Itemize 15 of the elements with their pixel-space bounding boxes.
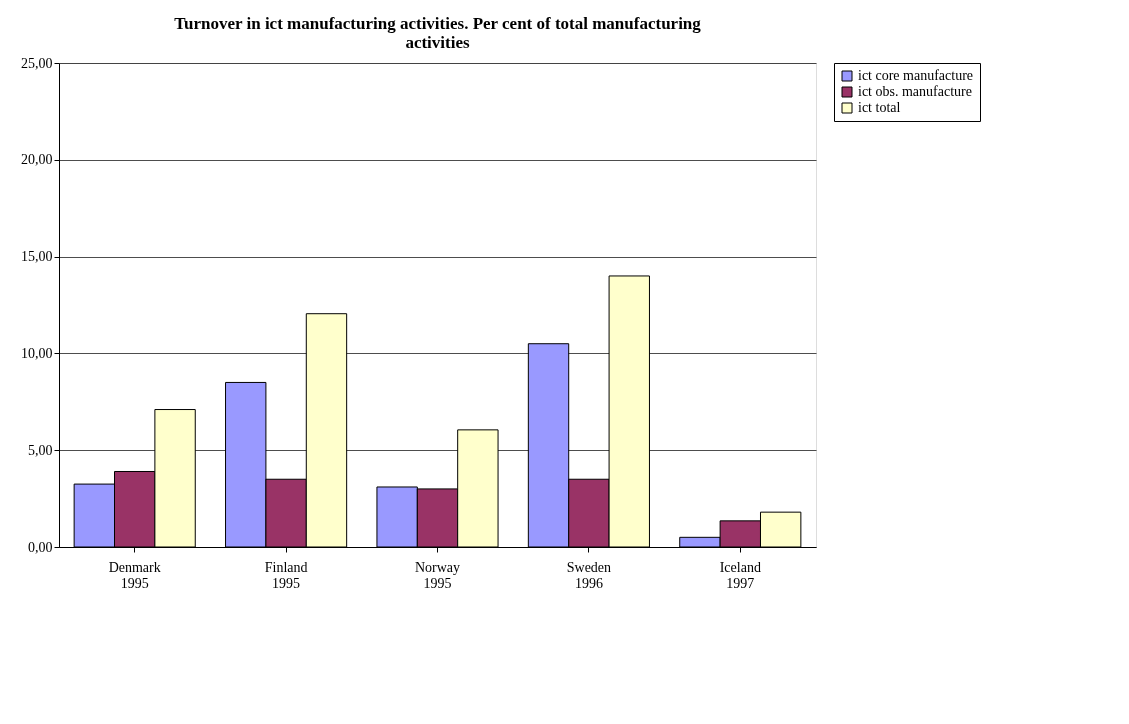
y-tick-label: 5,00	[28, 442, 53, 458]
y-tick-label: 15,00	[21, 249, 53, 265]
x-tick-label: Finland 1995	[264, 559, 308, 591]
y-tick-label: 0,00	[28, 539, 53, 555]
y-tick-label: 20,00	[21, 152, 53, 168]
x-tick-label: Sweden 1996	[566, 559, 612, 591]
legend-label: ict core manufacture	[858, 68, 974, 83]
legend-label: ict obs. manufacture	[858, 84, 972, 99]
x-tick-label: Iceland 1997	[719, 559, 761, 591]
x-tick-label: Norway 1995	[414, 559, 461, 591]
y-tick-label: 10,00	[21, 345, 53, 361]
legend-label: ict total	[858, 100, 901, 115]
chart-title: Turnover in ict manufacturing activities. Per cent of total manufacturing activities	[174, 14, 702, 52]
y-tick-label: 25,00	[21, 55, 53, 71]
x-tick-label: Denmark 1995	[108, 559, 161, 591]
